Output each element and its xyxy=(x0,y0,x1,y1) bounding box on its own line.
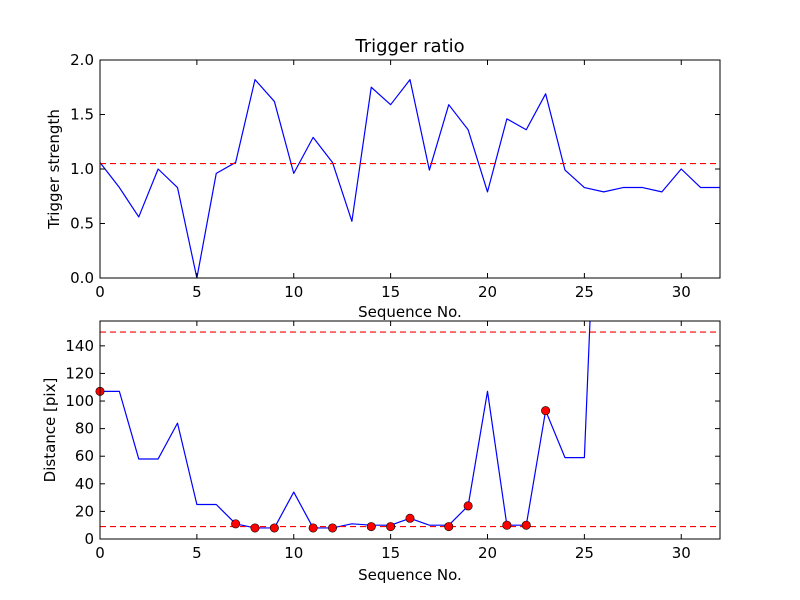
data-point-marker xyxy=(231,519,241,529)
x-tick-label: 5 xyxy=(192,283,202,301)
plot-data xyxy=(100,321,720,529)
y-tick-label: 80 xyxy=(75,420,94,438)
x-axis-label: Sequence No. xyxy=(358,566,462,584)
y-tick-label: 40 xyxy=(75,475,94,493)
y-tick-label: 1.5 xyxy=(70,106,94,124)
distance-panel: Sequence No. Distance [pix] 0 5 10 15 20 25 30… xyxy=(41,320,721,584)
data-point-marker xyxy=(502,520,512,530)
x-tick-label: 5 xyxy=(192,544,202,562)
series-line xyxy=(100,321,591,529)
data-point-marker xyxy=(327,523,337,533)
x-tick-label: 20 xyxy=(478,283,497,301)
x-tick-label: 25 xyxy=(575,283,594,301)
data-point-marker xyxy=(521,520,531,530)
y-tick-label: 2.0 xyxy=(70,51,94,69)
y-tick-label: 1.0 xyxy=(70,160,94,178)
data-point-marker xyxy=(308,523,318,533)
y-tick-label: 140 xyxy=(65,337,94,355)
y-axis-label: Trigger strength xyxy=(45,109,63,230)
x-tick-label: 0 xyxy=(95,283,105,301)
data-point-marker xyxy=(250,523,260,533)
plot-area xyxy=(100,321,720,539)
data-point-marker xyxy=(269,523,279,533)
y-axis-label: Distance [pix] xyxy=(41,378,59,483)
x-tick-label: 0 xyxy=(95,544,105,562)
data-point-marker xyxy=(444,522,454,532)
x-tick-label: 10 xyxy=(284,544,303,562)
data-point-marker xyxy=(541,406,551,416)
y-tick-label: 120 xyxy=(65,364,94,382)
x-tick-label: 20 xyxy=(478,544,497,562)
x-tick-label: 15 xyxy=(381,544,400,562)
x-tick-label: 30 xyxy=(672,544,691,562)
data-point-marker xyxy=(366,522,376,532)
y-tick-label: 20 xyxy=(75,502,94,520)
x-tick-label: 10 xyxy=(284,283,303,301)
data-point-marker xyxy=(386,522,396,532)
trigger-ratio-panel: Trigger ratio Sequence No. Trigger stren… xyxy=(45,36,721,321)
series-line xyxy=(100,79,720,278)
y-tick-label: 0.5 xyxy=(70,215,94,233)
y-tick-label: 0.0 xyxy=(70,269,94,287)
data-point-marker xyxy=(405,513,415,523)
y-tick-label: 100 xyxy=(65,392,94,410)
x-tick-label: 30 xyxy=(672,283,691,301)
x-axis-label: Sequence No. xyxy=(358,303,462,321)
data-point-marker xyxy=(463,501,473,511)
chart-title: Trigger ratio xyxy=(354,36,464,57)
y-tick-label: 0 xyxy=(84,530,94,548)
x-tick-label: 15 xyxy=(381,283,400,301)
x-tick-label: 25 xyxy=(575,544,594,562)
y-tick-label: 60 xyxy=(75,447,94,465)
plot-data xyxy=(100,79,720,278)
plot-frame xyxy=(99,320,721,540)
plot-area xyxy=(100,60,720,278)
